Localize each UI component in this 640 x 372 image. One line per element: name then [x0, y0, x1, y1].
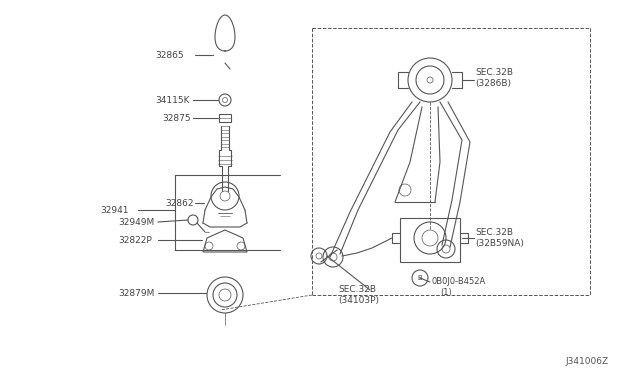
Text: 32865: 32865	[155, 51, 184, 60]
Text: (34103P): (34103P)	[338, 295, 379, 305]
Bar	[400, 218, 460, 262]
Text: 32949M: 32949M	[118, 218, 154, 227]
Text: (3286B): (3286B)	[475, 78, 511, 87]
Text: 34115K: 34115K	[155, 96, 189, 105]
Text: SEC.32B: SEC.32B	[475, 67, 513, 77]
Text: 32941: 32941	[100, 205, 129, 215]
Text: 32862: 32862	[165, 199, 193, 208]
Text: B: B	[418, 275, 422, 281]
Bar	[219, 114, 231, 122]
Text: SEC.32B: SEC.32B	[475, 228, 513, 237]
Text: 32879M: 32879M	[118, 289, 154, 298]
Text: 32875: 32875	[162, 113, 191, 122]
Text: 32822P: 32822P	[118, 235, 152, 244]
Text: SEC.32B: SEC.32B	[338, 285, 376, 295]
Text: (32B59NA): (32B59NA)	[475, 238, 524, 247]
Text: J341006Z: J341006Z	[565, 357, 608, 366]
Text: 0B0J0-B452A: 0B0J0-B452A	[432, 278, 486, 286]
Text: (1): (1)	[440, 288, 452, 296]
